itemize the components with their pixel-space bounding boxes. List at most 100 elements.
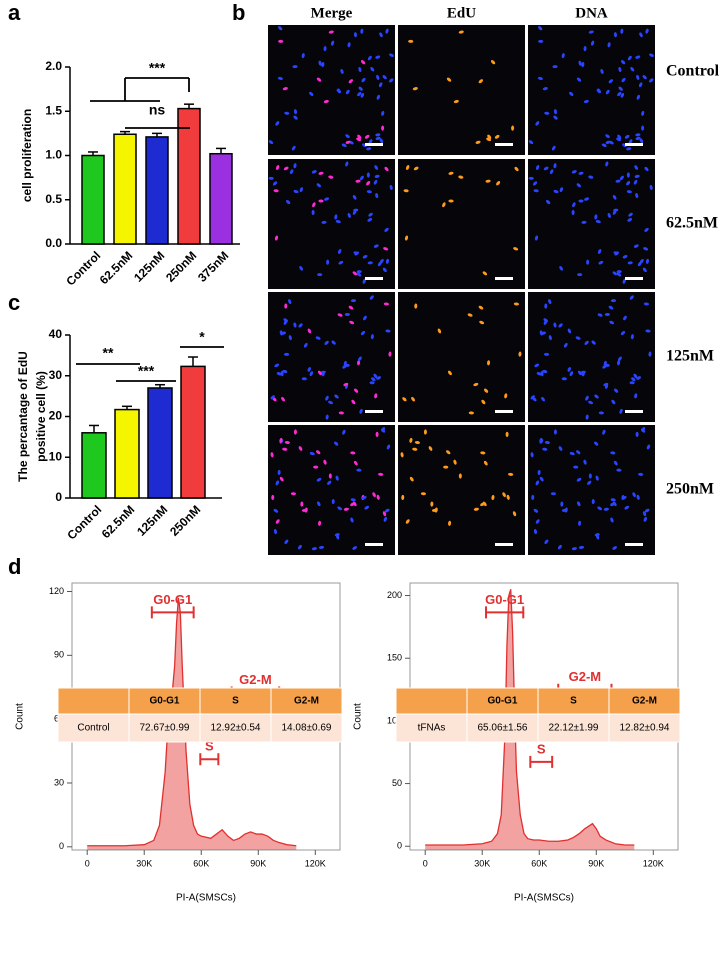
cell-nucleus: [590, 40, 595, 46]
table-cell: [395, 713, 468, 743]
cell-nucleus: [635, 55, 641, 59]
cell-nucleus: [285, 200, 291, 205]
cell-nucleus: [353, 32, 357, 38]
cell-nucleus: [626, 181, 631, 186]
cell-nucleus: [643, 302, 649, 306]
cell-nucleus: [351, 399, 356, 405]
cell-nucleus: [649, 78, 654, 83]
cell-nucleus: [530, 395, 535, 400]
cell-nucleus: [353, 388, 359, 393]
cell-nucleus: [545, 200, 551, 205]
image-background: [528, 159, 655, 289]
cell-nucleus: [447, 370, 452, 376]
cell-nucleus: [603, 507, 609, 511]
cell-nucleus: [360, 60, 366, 65]
cell-nucleus: [382, 511, 387, 517]
cell-nucleus: [303, 342, 308, 348]
cell-nucleus: [448, 171, 454, 175]
cell-nucleus: [337, 249, 342, 254]
cell-nucleus: [282, 447, 288, 451]
cell-nucleus: [583, 46, 587, 52]
cell-nucleus: [283, 166, 289, 171]
cell-nucleus: [297, 544, 302, 550]
cell-nucleus: [613, 251, 619, 255]
cell-nucleus: [513, 247, 519, 251]
cell-nucleus: [272, 181, 278, 186]
table-text: 72.67±0.99: [140, 723, 190, 734]
cell-nucleus: [553, 115, 558, 120]
scale-bar: [625, 277, 643, 280]
cell-nucleus: [337, 313, 343, 317]
cell-nucleus: [635, 133, 641, 137]
cell-nucleus: [491, 494, 495, 501]
gate-label: G0-G1: [153, 592, 192, 607]
cell-nucleus: [548, 299, 552, 305]
cell-nucleus: [369, 295, 374, 300]
cell-nucleus: [279, 437, 283, 443]
cell-nucleus: [588, 30, 594, 34]
image-background: [528, 292, 655, 422]
cell-nucleus: [348, 79, 354, 84]
cell-nucleus: [315, 336, 321, 340]
cell-nucleus: [494, 134, 500, 139]
cell-nucleus: [604, 312, 611, 316]
cell-nucleus: [629, 295, 634, 300]
cell-nucleus: [480, 451, 486, 455]
cell-nucleus: [538, 39, 544, 43]
cell-nucleus: [560, 501, 564, 507]
x-tick-label: 90K: [250, 858, 266, 868]
cell-nucleus: [608, 305, 614, 310]
cell-nucleus: [389, 184, 393, 191]
cell-nucleus: [627, 218, 633, 222]
cell-nucleus: [641, 110, 645, 116]
cell-nucleus: [324, 340, 329, 345]
cell-nucleus: [576, 77, 582, 82]
cell-nucleus: [368, 139, 373, 144]
cell-nucleus: [544, 303, 548, 309]
cell-nucleus: [594, 214, 598, 220]
cell-nucleus: [334, 394, 339, 399]
cell-nucleus: [293, 115, 298, 120]
cell-nucleus: [534, 363, 540, 368]
cell-nucleus: [635, 431, 639, 437]
y-tick-label: 0: [59, 841, 64, 851]
table-header-cell: [199, 687, 272, 715]
cell-nucleus: [616, 270, 622, 274]
table-text: 12.82±0.94: [620, 723, 670, 734]
cell-nucleus: [360, 92, 365, 98]
cell-nucleus: [542, 87, 548, 91]
cell-nucleus: [576, 450, 581, 455]
cell-nucleus: [321, 220, 327, 224]
cell-nucleus: [309, 91, 314, 96]
table-header-cell: [57, 687, 130, 715]
bar: [114, 408, 140, 499]
cell-nucleus: [268, 140, 274, 145]
cell-nucleus: [637, 261, 642, 267]
cell-nucleus: [621, 495, 627, 500]
image-background: [398, 25, 525, 155]
cell-nucleus: [571, 170, 577, 174]
bar: [81, 154, 105, 245]
cell-nucleus: [518, 351, 522, 357]
cell-nucleus: [508, 472, 514, 476]
cell-nucleus: [548, 335, 552, 341]
cell-nucleus: [531, 494, 535, 501]
cell-nucleus: [379, 32, 383, 38]
image-background: [528, 25, 655, 155]
cell-nucleus: [350, 451, 356, 455]
cell-nucleus: [370, 66, 375, 72]
cell-nucleus: [578, 520, 582, 526]
column-title: Merge: [311, 5, 353, 21]
cell-nucleus: [316, 450, 321, 455]
cell-nucleus: [316, 501, 321, 507]
y-tick-label: 90: [54, 650, 64, 660]
cell-nucleus: [284, 111, 290, 115]
cell-nucleus: [318, 545, 325, 549]
cell-nucleus: [539, 476, 544, 482]
micrograph: [528, 25, 655, 155]
cell-nucleus: [482, 271, 488, 276]
y-tick-label: 30: [49, 368, 63, 382]
cell-nucleus: [357, 356, 362, 362]
cell-nucleus: [646, 444, 651, 450]
table-text: tFNAs: [418, 723, 446, 734]
